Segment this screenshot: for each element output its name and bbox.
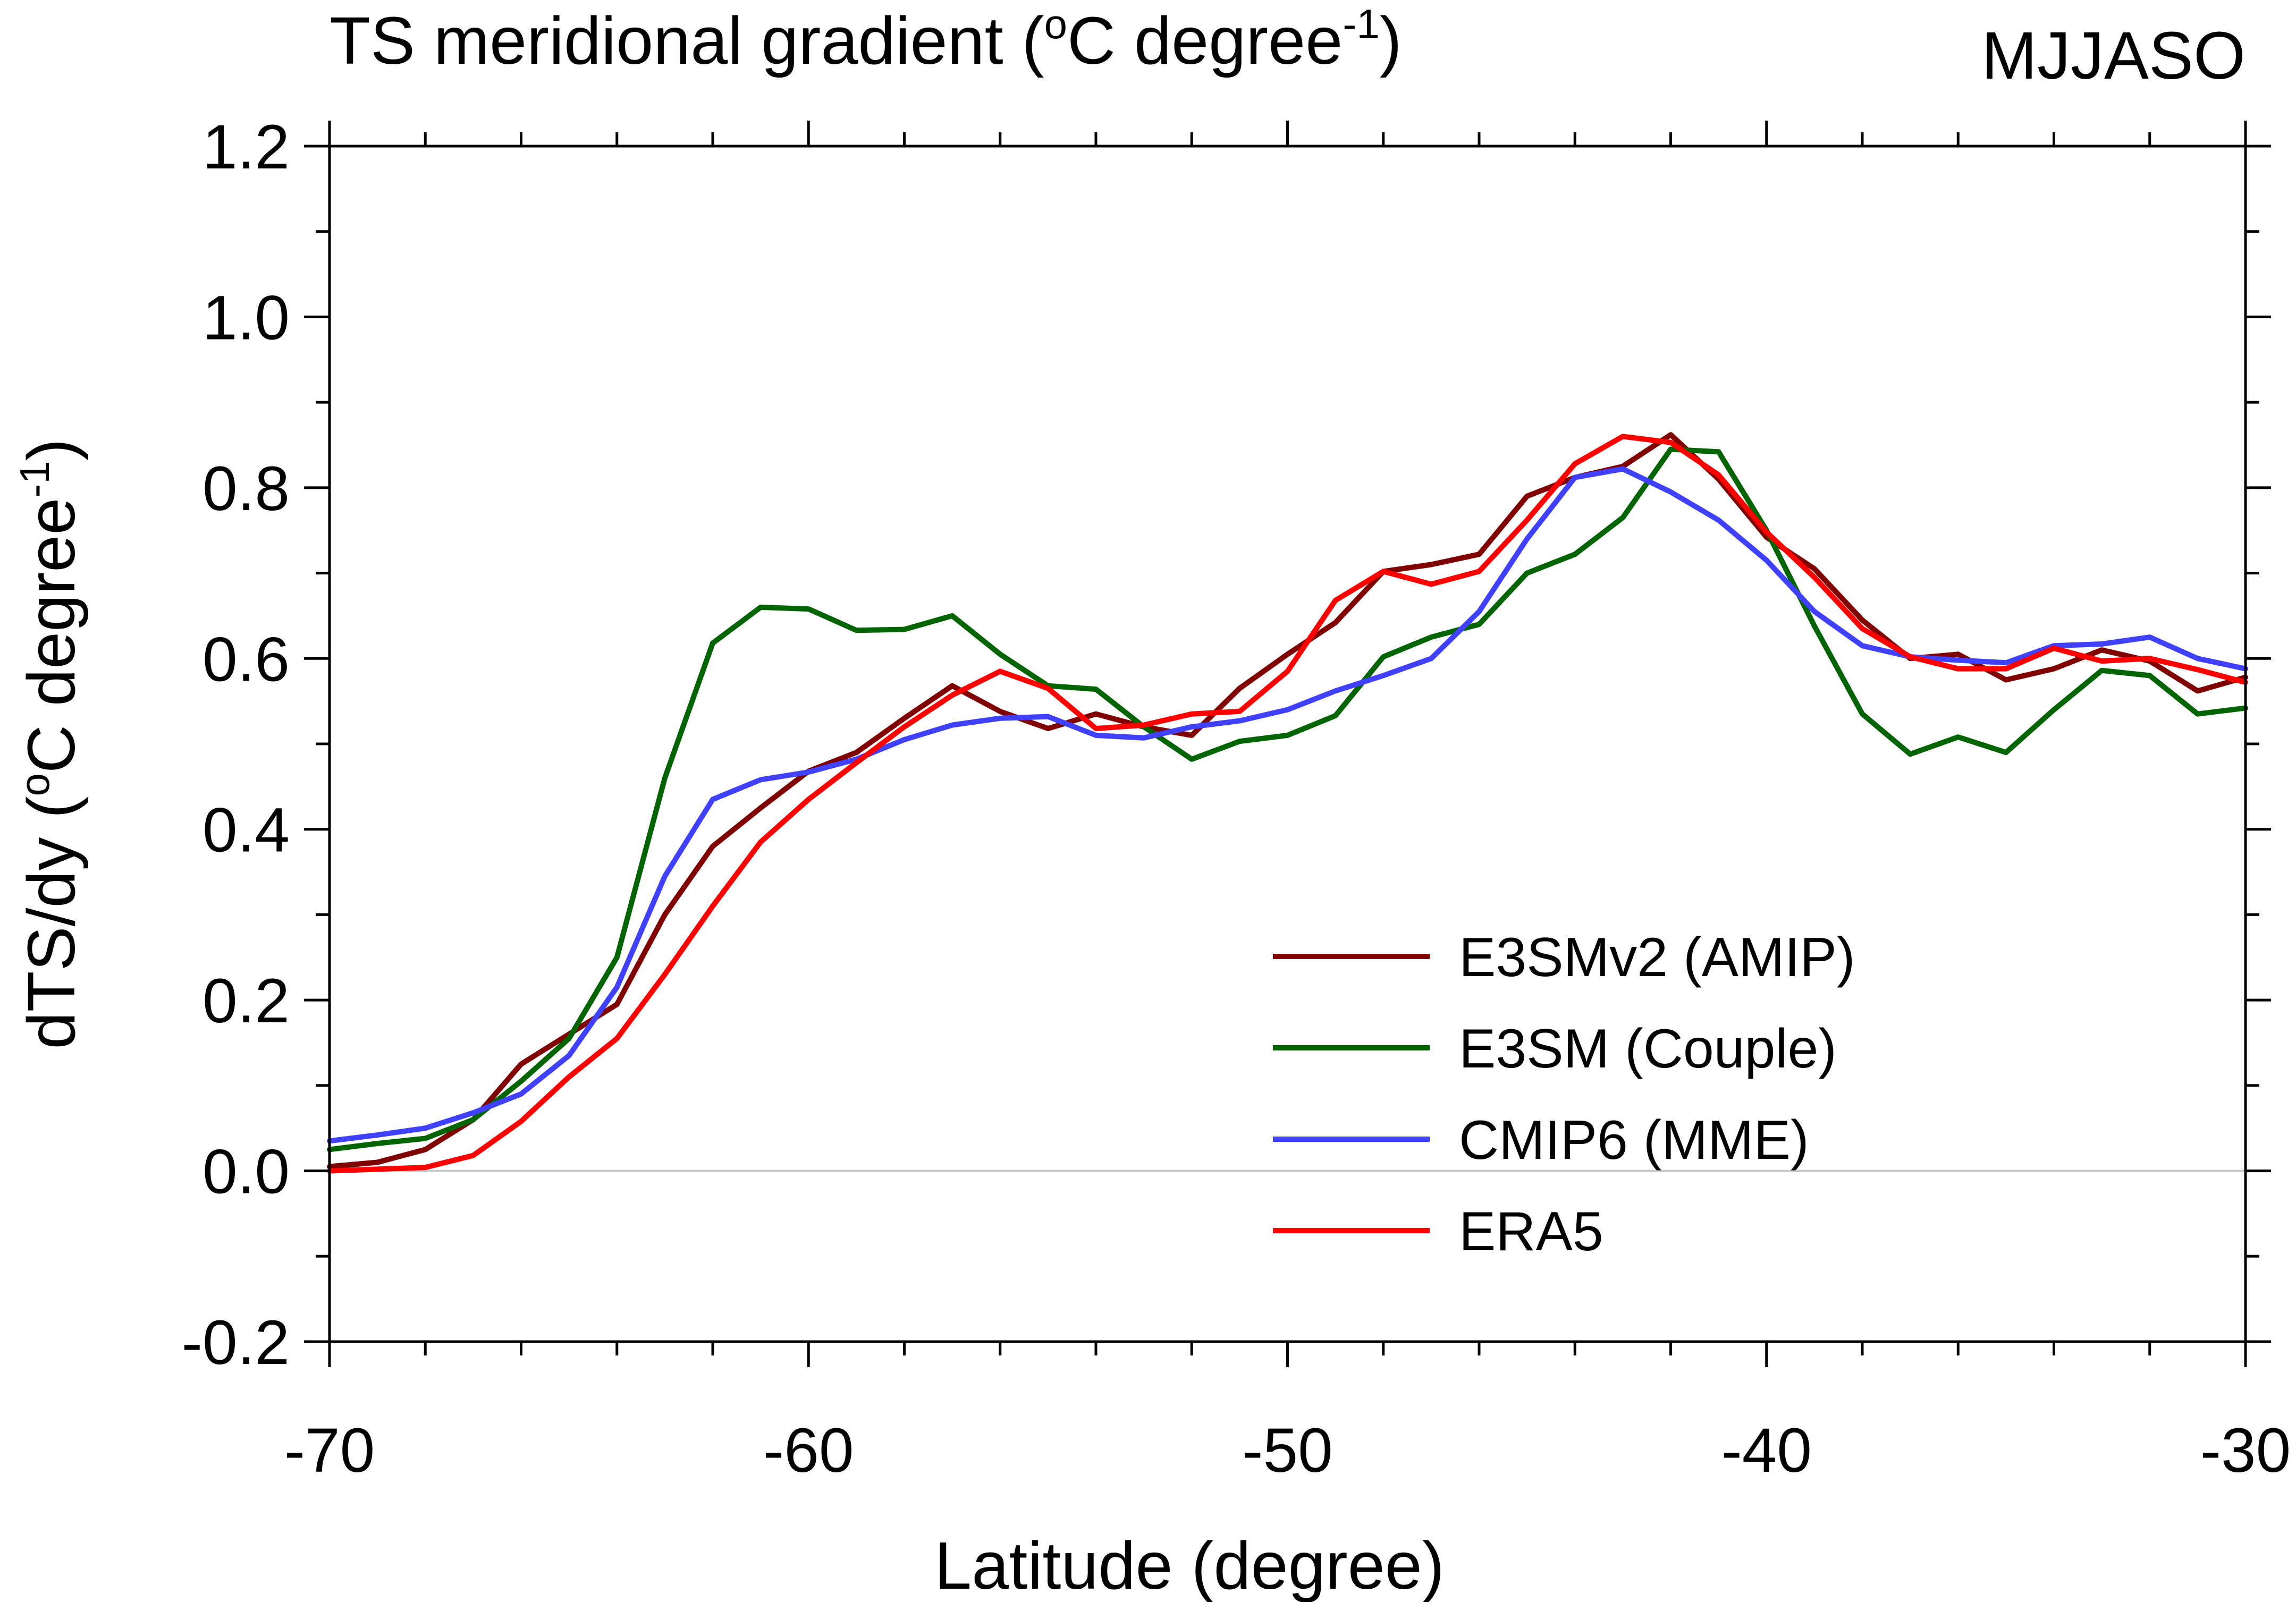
x-tick-label: -60 bbox=[763, 1415, 854, 1486]
legend: E3SMv2 (AMIP) E3SM (Couple) CMIP6 (MME) ERA… bbox=[1273, 927, 1855, 1262]
legend-label-era5: ERA5 bbox=[1459, 1201, 1603, 1262]
y-tick-label: 0.0 bbox=[202, 1137, 290, 1207]
series-line-e3sm-couple bbox=[327, 446, 2248, 1152]
y-tick-label: -0.2 bbox=[182, 1308, 290, 1378]
y-axis-title-mid: C degree bbox=[14, 498, 89, 773]
x-tick-label: -40 bbox=[1721, 1415, 1812, 1486]
y-axis-title-degree-sup: o bbox=[11, 773, 58, 796]
legend-label-cmip6-mme: CMIP6 (MME) bbox=[1459, 1109, 1809, 1171]
legend-label-e3sm-couple: E3SM (Couple) bbox=[1459, 1018, 1837, 1080]
chart-title-exponent-sup: -1 bbox=[1343, 1, 1379, 47]
plot-frame bbox=[328, 145, 2247, 1343]
y-tick-label: 1.2 bbox=[202, 112, 290, 182]
tick-layer: -70 -60 -50 -40 -30 -0.2 0.0 0.2 0.4 0.6 0.8 1.0 1.2 bbox=[182, 112, 2291, 1486]
legend-label-e3smv2-amip: E3SMv2 (AMIP) bbox=[1459, 927, 1855, 988]
chart-title-mid: C degree bbox=[1067, 3, 1343, 78]
season-label: MJJASO bbox=[1981, 18, 2246, 93]
y-tick-label: 0.6 bbox=[202, 624, 290, 694]
series-layer bbox=[327, 432, 2248, 1174]
x-axis-title: Latitude (degree) bbox=[934, 1528, 1445, 1602]
series-line-e3smv2-amip bbox=[327, 432, 2248, 1169]
chart-title: TS meridional gradient (oC degree-1) bbox=[330, 1, 1402, 78]
x-tick-label: -70 bbox=[284, 1415, 375, 1486]
y-tick-label: 0.4 bbox=[202, 795, 290, 866]
chart-title-degree-sup: o bbox=[1044, 1, 1067, 47]
y-axis-title-suffix: ) bbox=[14, 438, 89, 461]
y-axis-title: dTS/dy (oC degree-1) bbox=[11, 438, 89, 1049]
chart-title-suffix: ) bbox=[1380, 3, 1402, 78]
y-axis-title-prefix: dTS/dy ( bbox=[14, 796, 89, 1049]
y-tick-label: 0.8 bbox=[202, 454, 290, 524]
series-line-era5 bbox=[327, 434, 2248, 1174]
y-tick-label: 0.2 bbox=[202, 966, 290, 1036]
x-tick-label: -30 bbox=[2200, 1415, 2291, 1486]
chart-title-prefix: TS meridional gradient ( bbox=[330, 3, 1044, 78]
y-tick-label: 1.0 bbox=[202, 283, 290, 353]
x-tick-label: -50 bbox=[1242, 1415, 1333, 1486]
series-line-cmip6-mme bbox=[327, 466, 2248, 1144]
y-axis-title-exponent-sup: -1 bbox=[11, 461, 58, 497]
